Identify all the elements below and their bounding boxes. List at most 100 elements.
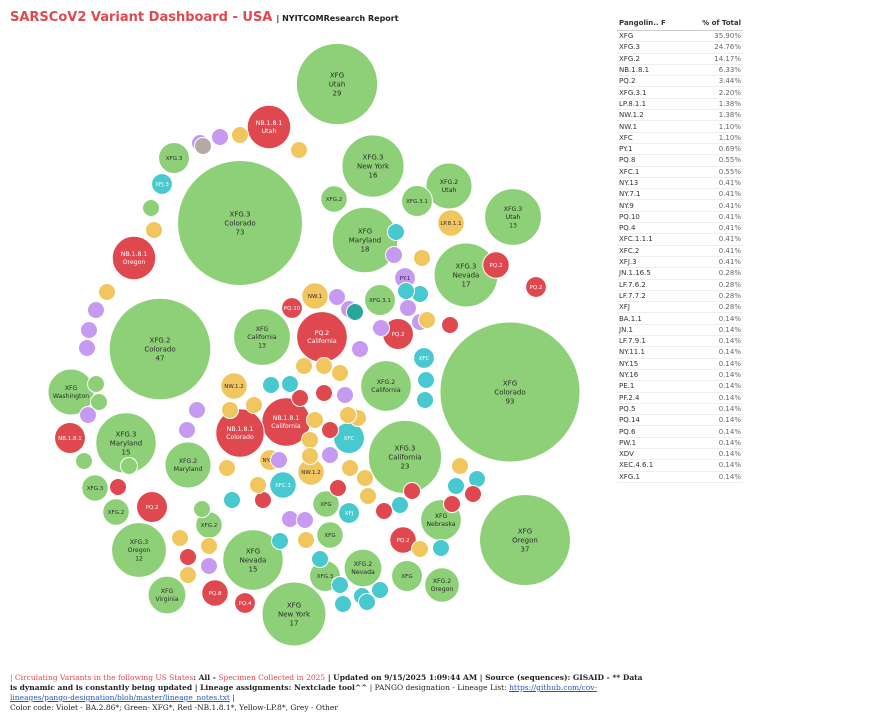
small-bubble[interactable]	[411, 540, 429, 558]
bubble-xfg[interactable]: XFG	[391, 560, 423, 592]
small-bubble[interactable]	[464, 485, 482, 503]
small-bubble[interactable]	[321, 446, 339, 464]
bubble-circle[interactable]	[102, 498, 130, 526]
small-bubble[interactable]	[441, 316, 459, 334]
bubble-circle[interactable]	[343, 548, 383, 588]
bubble-circle[interactable]	[525, 276, 547, 298]
bubble-circle[interactable]	[413, 347, 435, 369]
small-bubble[interactable]	[281, 510, 299, 528]
small-bubble[interactable]	[417, 371, 435, 389]
small-bubble[interactable]	[397, 282, 415, 300]
small-bubble[interactable]	[295, 357, 313, 375]
bubble-circle[interactable]	[484, 188, 542, 246]
bubble-circle[interactable]	[364, 284, 396, 316]
bubble-circle[interactable]	[295, 42, 379, 126]
table-row[interactable]: LF.7.6.2 0.28%	[617, 279, 743, 291]
bubble-xfg-3-1[interactable]: XFG.3.1	[401, 185, 433, 217]
bubble-circle[interactable]	[439, 321, 581, 463]
bubble-circle[interactable]	[108, 297, 212, 401]
table-row[interactable]: NY.7.1 0.41%	[617, 188, 743, 201]
small-bubble[interactable]	[372, 319, 390, 337]
table-row[interactable]: XFJ.3 0.41%	[617, 256, 743, 269]
small-bubble[interactable]	[171, 529, 189, 547]
table-row[interactable]: PW.1 0.14%	[617, 437, 743, 449]
bubble-circle[interactable]	[261, 581, 327, 647]
small-bubble[interactable]	[315, 384, 333, 402]
bubble-circle[interactable]	[151, 173, 173, 195]
table-row[interactable]: XFC 1.10%	[617, 132, 743, 144]
small-bubble[interactable]	[231, 126, 249, 144]
small-bubble[interactable]	[416, 391, 434, 409]
small-bubble[interactable]	[221, 401, 239, 419]
bubble-pq-2[interactable]: PQ.2	[389, 526, 417, 554]
small-bubble[interactable]	[346, 303, 364, 321]
small-bubble[interactable]	[109, 478, 127, 496]
small-bubble[interactable]	[179, 566, 197, 584]
bubble-pq-4[interactable]: PQ.4	[234, 592, 256, 614]
lineage-notes-link[interactable]: https://github.com/cov-lineages/pango-de…	[10, 683, 598, 702]
small-bubble[interactable]	[336, 386, 354, 404]
table-row[interactable]: XFG 35.90%	[617, 30, 743, 43]
small-bubble[interactable]	[403, 482, 421, 500]
lineage-column-header[interactable]: Pangolin.. F	[617, 16, 686, 31]
percent-column-header[interactable]: % of Total	[685, 16, 743, 31]
small-bubble[interactable]	[339, 406, 357, 424]
small-bubble[interactable]	[178, 421, 196, 439]
bubble-pq-8[interactable]: PQ.8	[201, 579, 229, 607]
bubble-pq-2[interactable]: PQ.2	[525, 276, 547, 298]
small-bubble[interactable]	[385, 246, 403, 264]
table-row[interactable]: XFC.1.1.1 0.41%	[617, 233, 743, 246]
small-bubble[interactable]	[98, 283, 116, 301]
bubble-circle[interactable]	[246, 104, 292, 150]
small-bubble[interactable]	[223, 491, 241, 509]
bubble-nw-1-2[interactable]: NW.1.2	[220, 372, 248, 400]
bubble-circle[interactable]	[201, 579, 229, 607]
bubble-xfj-3[interactable]: XFJ.3	[151, 173, 173, 195]
bubble-nw-1[interactable]: NW.1	[301, 282, 329, 310]
bubble-circle[interactable]	[222, 529, 284, 591]
small-bubble[interactable]	[301, 431, 319, 449]
small-bubble[interactable]	[254, 491, 272, 509]
small-bubble[interactable]	[211, 128, 229, 146]
bubble-circle[interactable]	[482, 251, 510, 279]
small-bubble[interactable]	[80, 321, 98, 339]
table-row[interactable]: PQ.14 0.14%	[617, 414, 743, 427]
small-bubble[interactable]	[359, 487, 377, 505]
small-bubble[interactable]	[200, 537, 218, 555]
bubble-circle[interactable]	[437, 209, 465, 237]
bubble-xfg-2[interactable]: XFG.2	[320, 185, 348, 213]
table-row[interactable]: XDV 0.14%	[617, 448, 743, 461]
bubble-xfc[interactable]: XFC	[413, 347, 435, 369]
small-bubble[interactable]	[329, 479, 347, 497]
small-bubble[interactable]	[371, 581, 389, 599]
bubble-circle[interactable]	[111, 235, 157, 281]
small-bubble[interactable]	[443, 495, 461, 513]
small-bubble[interactable]	[447, 477, 465, 495]
table-row[interactable]: NY.16 0.14%	[617, 369, 743, 382]
small-bubble[interactable]	[356, 469, 374, 487]
table-row[interactable]: JN.1.16.5 0.28%	[617, 267, 743, 280]
table-row[interactable]: NW.1.2 1.38%	[617, 109, 743, 122]
table-row[interactable]: XFJ 0.28%	[617, 301, 743, 314]
bubble-circle[interactable]	[425, 162, 473, 210]
table-row[interactable]: LP.8.1.1 1.38%	[617, 98, 743, 111]
small-bubble[interactable]	[315, 357, 333, 375]
small-bubble[interactable]	[271, 532, 289, 550]
table-row[interactable]: XFG.2 14.17%	[617, 53, 743, 65]
table-row[interactable]: JN.1 0.14%	[617, 324, 743, 337]
small-bubble[interactable]	[193, 500, 211, 518]
bubble-circle[interactable]	[269, 471, 297, 499]
small-bubble[interactable]	[306, 411, 324, 429]
table-row[interactable]: BA.1.1 0.14%	[617, 312, 743, 325]
table-row[interactable]: PF.2.4 0.14%	[617, 392, 743, 404]
small-bubble[interactable]	[270, 451, 288, 469]
